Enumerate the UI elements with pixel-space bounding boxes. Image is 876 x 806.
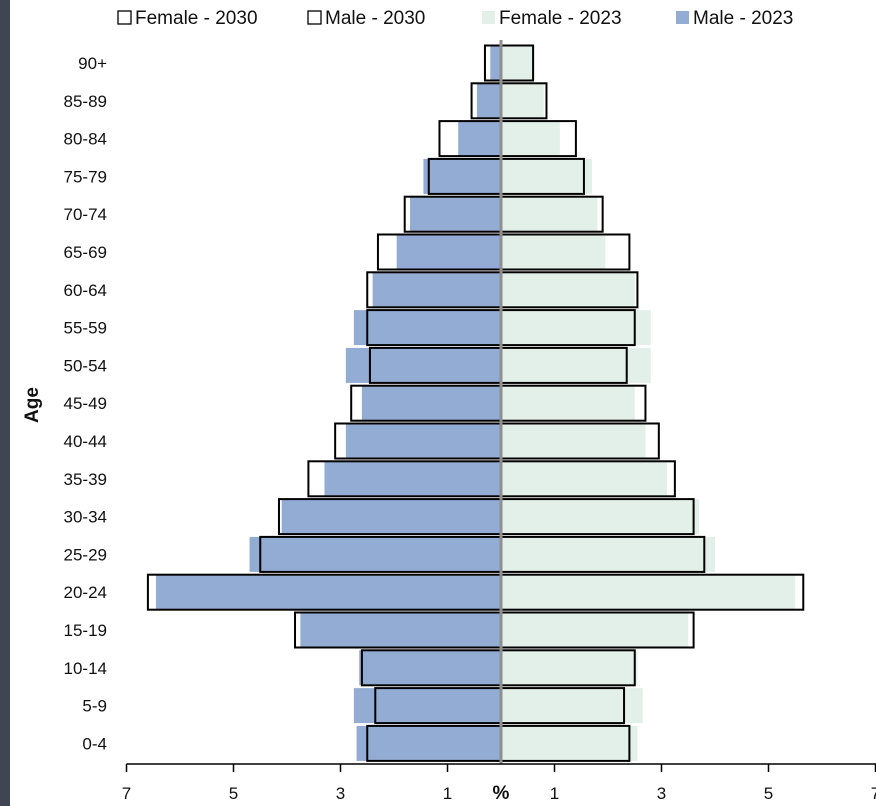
age-label-60-64: 60-64 [64, 281, 107, 300]
age-label-40-44: 40-44 [64, 432, 107, 451]
bar-female-2023-5-9 [501, 688, 643, 724]
bar-female-2023-65-69 [501, 234, 606, 270]
bar-female-2023-15-19 [501, 612, 689, 648]
bar-female-2023-30-34 [501, 499, 699, 535]
bar-male-2023-40-44 [345, 423, 501, 459]
age-label-70-74: 70-74 [64, 205, 107, 224]
age-label-45-49: 45-49 [64, 394, 107, 413]
bar-female-2023-50-54 [501, 347, 651, 383]
age-label-35-39: 35-39 [64, 470, 107, 489]
age-label-75-79: 75-79 [64, 167, 107, 186]
legend-swatch [117, 10, 132, 25]
x-tick-label: 5 [229, 784, 238, 803]
bar-female-2023-45-49 [501, 385, 635, 421]
bar-female-2023-85-89 [501, 83, 544, 119]
legend-item-female-2030: Female - 2030 [117, 8, 258, 29]
legend-swatch [482, 11, 495, 24]
axis-layer: 90+85-8980-8475-7970-7465-6960-6455-5950… [64, 40, 876, 804]
age-label-85-89: 85-89 [64, 92, 107, 111]
x-tick-label: 5 [764, 784, 773, 803]
bar-male-2023-65-69 [396, 234, 501, 270]
bar-female-2023-80-84 [501, 121, 560, 157]
age-label-10-14: 10-14 [64, 659, 107, 678]
bar-male-2023-20-24 [155, 574, 502, 610]
bars-layer [146, 44, 805, 762]
x-tick-label: 7 [122, 784, 131, 803]
legend-item-male-2023: Male - 2023 [676, 8, 793, 29]
bar-female-2023-60-64 [501, 272, 635, 308]
bar-male-2023-10-14 [359, 650, 501, 686]
age-label-65-69: 65-69 [64, 243, 107, 262]
bar-male-2023-85-89 [476, 83, 501, 119]
age-label-80-84: 80-84 [64, 130, 107, 149]
legend-swatch [307, 10, 322, 25]
bar-male-2023-70-74 [410, 196, 501, 232]
age-label-20-24: 20-24 [64, 583, 107, 602]
legend-label: Female - 2030 [135, 8, 258, 29]
age-label-5-9: 5-9 [82, 697, 107, 716]
legend-item-female-2023: Female - 2023 [482, 8, 622, 29]
age-label-90: 90+ [78, 54, 107, 73]
bar-male-2023-90 [490, 45, 501, 81]
bar-male-2023-60-64 [372, 272, 501, 308]
bar-male-2023-80-84 [458, 121, 501, 157]
x-axis-title: % [493, 783, 510, 804]
legend-label: Male - 2023 [693, 8, 793, 29]
bar-female-2023-90 [501, 45, 534, 81]
bar-male-2023-30-34 [281, 499, 501, 535]
bar-male-2023-75-79 [423, 158, 501, 194]
bar-male-2023-55-59 [353, 310, 501, 346]
y-axis-title: Age [22, 387, 43, 423]
legend: Female - 2030 Male - 2030 Female - 2023 Mal… [117, 8, 793, 29]
window-edge [0, 0, 10, 806]
bar-female-2023-20-24 [501, 574, 796, 610]
bar-male-2023-0-4 [356, 725, 501, 761]
bar-female-2023-35-39 [501, 461, 667, 497]
bar-male-2023-15-19 [300, 612, 501, 648]
legend-swatch [676, 11, 689, 24]
bar-female-2023-75-79 [501, 158, 592, 194]
age-label-0-4: 0-4 [82, 734, 107, 753]
age-label-55-59: 55-59 [64, 319, 107, 338]
bar-male-2023-50-54 [345, 347, 501, 383]
bar-female-2023-25-29 [501, 536, 715, 572]
legend-label: Female - 2023 [499, 8, 622, 29]
age-label-50-54: 50-54 [64, 356, 107, 375]
x-tick-label: 1 [550, 784, 559, 803]
bar-male-2023-5-9 [353, 688, 501, 724]
age-label-15-19: 15-19 [64, 621, 107, 640]
bar-female-2023-55-59 [501, 310, 651, 346]
bar-male-2023-25-29 [249, 536, 501, 572]
bar-female-2023-0-4 [501, 725, 638, 761]
bar-female-2023-10-14 [501, 650, 638, 686]
x-tick-label: 3 [657, 784, 666, 803]
x-tick-label: 1 [443, 784, 452, 803]
legend-item-male-2030: Male - 2030 [307, 8, 425, 29]
bar-female-2023-40-44 [501, 423, 646, 459]
legend-label: Male - 2030 [325, 8, 425, 29]
x-tick-label: 3 [336, 784, 345, 803]
age-label-25-29: 25-29 [64, 545, 107, 564]
bar-male-2023-45-49 [361, 385, 501, 421]
bar-female-2023-70-74 [501, 196, 598, 232]
bar-male-2023-35-39 [324, 461, 501, 497]
x-tick-label: 7 [871, 784, 876, 803]
age-label-30-34: 30-34 [64, 508, 107, 527]
